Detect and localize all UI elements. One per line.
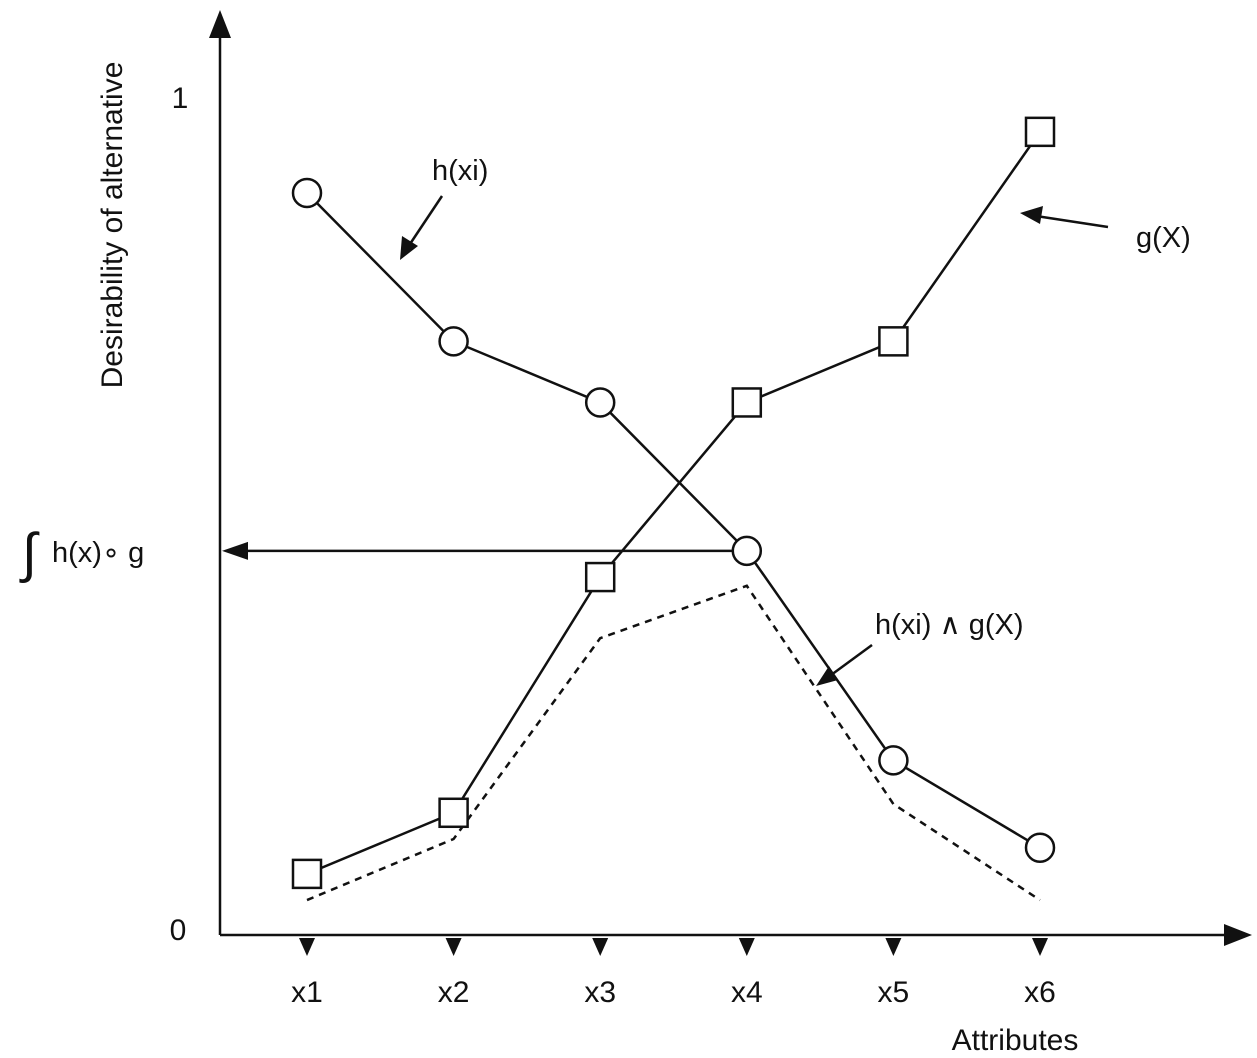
x-tick-label-x4: x4 (731, 976, 763, 1009)
series-1-point-x6 (1024, 116, 1056, 148)
series-0-point-x5 (878, 745, 909, 776)
integral-label: h(x)∘ g (52, 537, 144, 569)
y-tick-label-1: 1 (172, 82, 189, 115)
integral-symbol: ∫ (19, 523, 40, 583)
x-tick-label-x1: x1 (291, 976, 323, 1009)
series-0-point-x6 (1024, 832, 1056, 863)
x-tick-label-x3: x3 (584, 976, 616, 1009)
x-tick-x4 (738, 938, 755, 956)
annotation-h-label: h(xi) (432, 155, 488, 187)
y-axis-title: Desirability of alternative (96, 62, 129, 389)
y-axis-arrowhead (209, 10, 231, 38)
series-1-point-x4 (731, 387, 763, 418)
x-tick-label-x5: x5 (878, 976, 910, 1009)
annotations: h(xi) g(X) h(xi) ∧ g(X) (400, 155, 1191, 686)
series-1-point-x5 (878, 326, 909, 357)
axes (209, 10, 1252, 946)
y-tick-label-0: 0 (170, 914, 187, 947)
series-1-point-x3 (584, 561, 616, 593)
marker-layer (291, 116, 1056, 890)
integral-arrowhead (222, 541, 248, 560)
x-axis-title: Attributes (952, 1024, 1079, 1057)
series-1-point-x1 (291, 858, 323, 890)
series-line-1 (306, 131, 1042, 876)
annotation-h-arrowhead (400, 236, 418, 260)
annotation-g-arrow-line (1035, 214, 1109, 229)
annotation-g-arrowhead (1020, 206, 1043, 224)
x-tick-x2 (445, 938, 462, 956)
series-layer (306, 131, 1042, 902)
annotation-min-arrowhead (816, 666, 838, 686)
x-tick-label-x2: x2 (438, 976, 470, 1009)
x-tick-x1 (299, 938, 315, 956)
annotation-min-label: h(xi) ∧ g(X) (875, 609, 1024, 641)
series-1-point-x2 (438, 797, 469, 829)
x-ticks: x1 x2 x3 x4 x5 x6 (291, 938, 1056, 1009)
x-tick-x5 (885, 938, 902, 956)
annotation-g-label: g(X) (1136, 222, 1191, 254)
x-tick-x6 (1032, 938, 1048, 956)
series-0-point-x2 (438, 326, 469, 357)
series-line-2 (306, 584, 1041, 902)
x-axis-arrowhead (1224, 924, 1252, 946)
series-0-point-x4 (731, 535, 763, 567)
annotation-h-arrow-line (406, 195, 444, 248)
series-line-0 (306, 192, 1041, 849)
x-tick-x3 (592, 938, 609, 956)
series-0-point-x1 (291, 177, 323, 209)
series-0-point-x3 (584, 387, 616, 418)
annotation-min-arrow-line (826, 643, 873, 680)
x-tick-label-x6: x6 (1024, 976, 1056, 1009)
integral-annotation: ∫ h(x)∘ g (19, 523, 733, 583)
